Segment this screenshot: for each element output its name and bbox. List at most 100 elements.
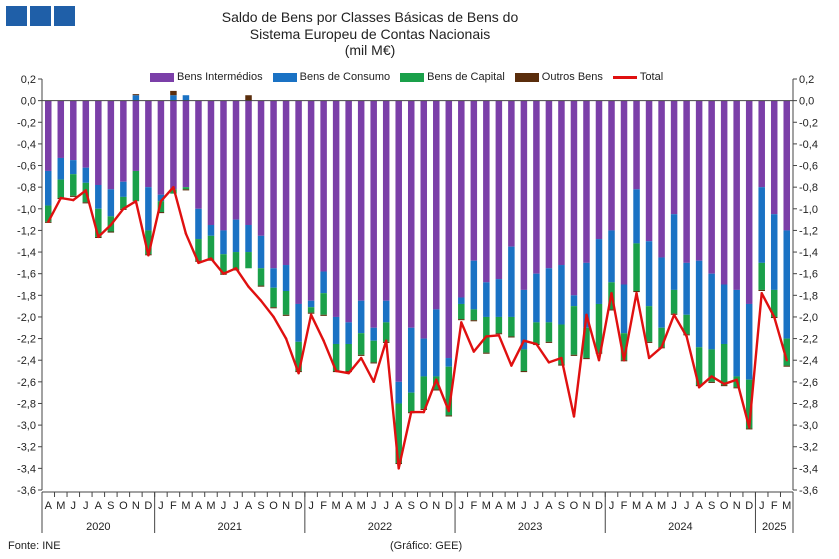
bar-outros-2021-08 xyxy=(245,95,252,101)
bar-intermedios-2024-07 xyxy=(683,100,690,263)
total-point-2024-07 xyxy=(685,335,688,338)
total-point-2024-08 xyxy=(697,386,701,389)
bar-intermedios-2023-03 xyxy=(483,100,490,283)
month-label-2020-11: N xyxy=(132,500,140,512)
bar-consumo-2022-12 xyxy=(445,358,453,367)
bar-intermedios-2020-06 xyxy=(70,100,77,161)
bar-outros-2023-12 xyxy=(595,352,603,354)
bar-intermedios-2024-03 xyxy=(633,100,640,190)
total-point-2023-10 xyxy=(572,415,576,418)
month-label-2022-03: M xyxy=(332,500,341,512)
total-point-2024-05 xyxy=(660,346,663,349)
month-label-2024-09: S xyxy=(708,500,715,512)
bar-capital-2021-07 xyxy=(232,252,240,270)
month-label-2022-05: M xyxy=(357,500,366,512)
y-tick-label-left: -2,4 xyxy=(17,355,36,367)
y-tick-label-right: -1,6 xyxy=(799,269,818,281)
bar-consumo-2021-09 xyxy=(257,235,265,269)
bar-intermedios-2020-12 xyxy=(145,100,152,188)
total-point-2022-12 xyxy=(447,409,450,413)
y-tick-label-right: -1,0 xyxy=(799,204,818,216)
y-tick-label-right: -3,4 xyxy=(799,463,818,475)
bar-consumo-2021-07 xyxy=(232,219,240,253)
legend-item-consumo: Bens de Consumo xyxy=(272,71,390,83)
y-tick-label-right: -1,2 xyxy=(799,225,818,237)
bar-consumo-2023-06 xyxy=(520,289,528,350)
bar-consumo-2021-02 xyxy=(170,95,177,101)
y-tick-label-right: -0,2 xyxy=(799,117,818,129)
bar-intermedios-2020-04 xyxy=(45,100,52,171)
legend-label-outros: Outros Bens xyxy=(541,71,603,83)
y-tick-label-left: -3,4 xyxy=(17,463,36,475)
month-label-2020-06: J xyxy=(71,500,77,512)
bar-outros-2021-03 xyxy=(182,189,190,191)
bar-outros-2021-10 xyxy=(270,307,277,309)
bar-consumo-2020-07 xyxy=(82,167,90,183)
total-point-2023-09 xyxy=(560,356,563,360)
bar-consumo-2022-03 xyxy=(332,316,340,344)
bar-capital-2023-09 xyxy=(558,324,565,365)
total-point-2021-02 xyxy=(172,185,175,189)
bar-intermedios-2022-05 xyxy=(357,100,365,301)
bar-consumo-2023-08 xyxy=(545,268,553,323)
y-tick-label-left: -3,2 xyxy=(17,442,36,454)
total-point-2024-04 xyxy=(647,356,651,360)
total-point-2023-07 xyxy=(535,342,538,346)
bar-capital-2023-07 xyxy=(533,322,540,344)
bar-consumo-2025-02 xyxy=(770,214,778,290)
month-label-2022-08: A xyxy=(395,500,403,512)
month-label-2024-08: A xyxy=(695,500,703,512)
total-point-2024-03 xyxy=(635,291,638,295)
bar-intermedios-2025-03 xyxy=(783,100,790,231)
bar-intermedios-2021-05 xyxy=(207,100,215,226)
total-line xyxy=(47,185,788,470)
y-tick-label-left: -3,0 xyxy=(17,420,36,432)
legend-label-intermedios: Bens Intermédios xyxy=(177,71,263,83)
bar-intermedios-2022-11 xyxy=(433,100,440,310)
total-point-2023-12 xyxy=(597,359,601,362)
total-point-2020-04 xyxy=(47,220,50,223)
bar-consumo-2023-02 xyxy=(470,260,478,310)
bar-capital-2023-06 xyxy=(520,349,528,372)
total-point-2021-08 xyxy=(247,285,250,288)
bar-capital-2020-08 xyxy=(95,208,102,237)
bar-intermedios-2022-07 xyxy=(382,100,390,301)
bar-intermedios-2021-12 xyxy=(295,100,302,304)
month-label-2024-01: J xyxy=(609,500,615,512)
bar-outros-2024-04 xyxy=(645,341,653,343)
bar-capital-2023-04 xyxy=(495,316,503,334)
bar-capital-2024-05 xyxy=(658,327,665,348)
legend-label-total: Total xyxy=(639,71,664,83)
bar-intermedios-2020-07 xyxy=(82,100,90,168)
bar-consumo-2022-06 xyxy=(370,327,377,341)
bar-intermedios-2020-08 xyxy=(95,100,102,185)
total-point-2021-12 xyxy=(297,371,300,375)
month-label-2023-03: M xyxy=(482,500,491,512)
month-label-2023-12: D xyxy=(595,500,603,512)
y-tick-label-left: -1,2 xyxy=(17,225,36,237)
year-label-2020: 2020 xyxy=(86,521,110,533)
month-label-2021-07: J xyxy=(233,500,239,512)
month-label-2021-12: D xyxy=(295,500,303,512)
bar-capital-2020-11 xyxy=(132,170,140,202)
bar-intermedios-2024-01 xyxy=(608,100,615,231)
bar-outros-2021-11 xyxy=(282,314,290,316)
bar-intermedios-2021-11 xyxy=(282,100,290,266)
bar-capital-2022-05 xyxy=(357,333,365,355)
y-tick-label-left: -2,0 xyxy=(17,312,36,324)
total-point-2022-02 xyxy=(322,339,325,342)
y-tick-label-left: -0,8 xyxy=(17,182,36,194)
bar-intermedios-2021-02 xyxy=(170,100,177,190)
month-label-2023-01: J xyxy=(459,500,465,512)
legend-swatch-total xyxy=(612,75,637,79)
total-point-2021-10 xyxy=(272,315,275,319)
bar-capital-2021-09 xyxy=(257,268,265,286)
y-tick-label-left: -2,8 xyxy=(17,398,36,410)
legend-swatch-capital xyxy=(400,72,425,82)
month-label-2020-05: M xyxy=(56,500,65,512)
total-point-2022-11 xyxy=(435,378,438,381)
month-label-2022-07: J xyxy=(383,500,389,512)
total-point-2020-11 xyxy=(134,200,138,203)
bar-intermedios-2022-08 xyxy=(395,100,402,382)
bar-capital-2023-08 xyxy=(545,322,553,342)
